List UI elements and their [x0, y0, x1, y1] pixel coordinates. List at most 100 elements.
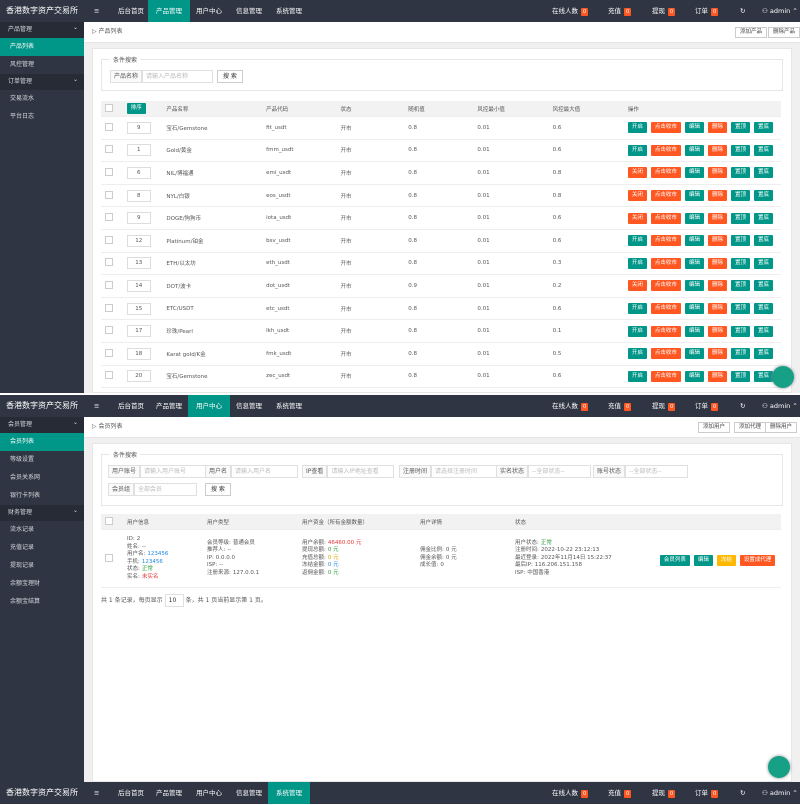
- checkbox[interactable]: [105, 167, 113, 176]
- menu-toggle[interactable]: ≡: [94, 789, 100, 797]
- action-button[interactable]: 置顶: [730, 212, 750, 224]
- action-button[interactable]: 编辑: [684, 144, 704, 156]
- nav-stat[interactable]: 订单 0: [695, 395, 719, 417]
- action-button[interactable]: 点击收市: [650, 122, 681, 134]
- search-input[interactable]: 全部会员: [134, 483, 198, 496]
- nav-item[interactable]: 系统管理: [276, 402, 302, 410]
- nav-stat[interactable]: 在线人数 0: [552, 0, 589, 22]
- sidebar-group[interactable]: 产品管理: [0, 20, 84, 38]
- user-menu[interactable]: ⚇ admin ⌃: [762, 0, 798, 22]
- sidebar-group[interactable]: 订单管理: [0, 72, 84, 90]
- action-button[interactable]: 点击收市: [650, 235, 681, 247]
- nav-item[interactable]: 后台首页: [118, 789, 144, 797]
- checkbox[interactable]: [105, 371, 113, 380]
- nav-stat[interactable]: 提现 0: [652, 782, 676, 804]
- nav-stat[interactable]: 在线人数 0: [552, 782, 589, 804]
- action-button[interactable]: 编辑: [684, 280, 704, 292]
- refresh[interactable]: ↻: [740, 402, 746, 410]
- checkbox[interactable]: [105, 553, 113, 562]
- action-button[interactable]: 点击收市: [650, 348, 681, 360]
- checkbox[interactable]: [105, 213, 113, 222]
- toggle-button[interactable]: 开启: [627, 325, 647, 337]
- action-button[interactable]: 编辑: [684, 235, 704, 247]
- page-size[interactable]: 10: [164, 594, 184, 607]
- toggle-button[interactable]: 开启: [627, 144, 647, 156]
- action-button[interactable]: 编辑: [684, 122, 704, 134]
- refresh[interactable]: ↻: [740, 789, 746, 797]
- action-button[interactable]: 删除: [707, 325, 727, 337]
- toggle-button[interactable]: 开启: [627, 370, 647, 382]
- toggle-button[interactable]: 开启: [627, 235, 647, 247]
- action-button[interactable]: 删除: [707, 122, 727, 134]
- action-button[interactable]: 置顶: [730, 370, 750, 382]
- nav-stat[interactable]: 提现 0: [652, 395, 676, 417]
- nav-stat[interactable]: 在线人数 0: [552, 395, 589, 417]
- checkbox[interactable]: [105, 280, 113, 289]
- user-menu[interactable]: ⚇ admin ⌃: [762, 782, 798, 804]
- action-button[interactable]: 删除: [707, 144, 727, 156]
- sidebar-item[interactable]: 交易流水: [10, 95, 35, 102]
- user-menu[interactable]: ⚇ admin ⌃: [762, 395, 798, 417]
- toggle-button[interactable]: 开启: [627, 303, 647, 315]
- toggle-button[interactable]: 开启: [627, 257, 647, 269]
- action-button[interactable]: 删除: [707, 235, 727, 247]
- action-button[interactable]: 置顶: [730, 257, 750, 269]
- menu-toggle[interactable]: ≡: [94, 7, 100, 15]
- action-button[interactable]: 删除: [707, 212, 727, 224]
- toolbar-button[interactable]: 添加产品: [735, 27, 768, 38]
- nav-item[interactable]: 产品管理: [156, 789, 182, 797]
- nav-item[interactable]: 产品管理: [148, 0, 190, 22]
- search-input[interactable]: 请输入产品名称: [142, 70, 214, 83]
- nav-stat[interactable]: 充值 0: [608, 395, 632, 417]
- nav-stat[interactable]: 订单 0: [695, 0, 719, 22]
- float-button[interactable]: [768, 756, 790, 778]
- toolbar-button[interactable]: 删除产品: [768, 27, 800, 38]
- action-button[interactable]: 点击收市: [650, 370, 681, 382]
- search-input[interactable]: 请输入用户名: [231, 465, 299, 478]
- action-button[interactable]: 删除: [707, 370, 727, 382]
- action-button[interactable]: 置顶: [730, 144, 750, 156]
- nav-stat[interactable]: 充值 0: [608, 782, 632, 804]
- action-button[interactable]: 点击收市: [650, 325, 681, 337]
- checkbox[interactable]: [105, 348, 113, 357]
- action-button[interactable]: 置底: [753, 280, 773, 292]
- nav-stat[interactable]: 订单 0: [695, 782, 719, 804]
- search-button[interactable]: 搜 索: [205, 483, 231, 496]
- sidebar-group[interactable]: 会员管理: [0, 415, 84, 433]
- toolbar-button[interactable]: 添加代理: [734, 422, 767, 433]
- action-button[interactable]: 置底: [753, 257, 773, 269]
- action-button[interactable]: 点击收市: [650, 212, 681, 224]
- action-button[interactable]: 编辑: [684, 190, 704, 202]
- action-button[interactable]: 删除: [707, 167, 727, 179]
- sort-input[interactable]: 17: [126, 325, 151, 338]
- nav-item[interactable]: 后台首页: [118, 402, 144, 410]
- menu-toggle[interactable]: ≡: [94, 402, 100, 410]
- checkbox[interactable]: [105, 122, 113, 131]
- action-button[interactable]: 置顶: [730, 235, 750, 247]
- nav-stat[interactable]: 充值 0: [608, 0, 632, 22]
- nav-item[interactable]: 系统管理: [268, 782, 310, 804]
- action-button[interactable]: 置顶: [730, 167, 750, 179]
- checkbox[interactable]: [105, 303, 113, 312]
- toolbar-button[interactable]: 添加用户: [698, 422, 731, 433]
- sort-input[interactable]: 20: [126, 370, 151, 383]
- search-input[interactable]: 请输入IP地址查看: [327, 465, 395, 478]
- action-button[interactable]: 编辑: [684, 212, 704, 224]
- search-input[interactable]: 请选择注册时间: [431, 465, 499, 478]
- sort-input[interactable]: 9: [126, 212, 151, 225]
- float-button[interactable]: [772, 366, 794, 388]
- sidebar-item[interactable]: 产品列表: [0, 38, 84, 56]
- checkbox[interactable]: [105, 258, 113, 267]
- toggle-button[interactable]: 关闭: [627, 190, 647, 202]
- nav-stat[interactable]: 提现 0: [652, 0, 676, 22]
- action-button[interactable]: 置底: [753, 303, 773, 315]
- sort-input[interactable]: 1: [126, 144, 151, 157]
- action-button[interactable]: 置底: [753, 190, 773, 202]
- sidebar-item[interactable]: 余额宝理财: [10, 580, 41, 587]
- action-button[interactable]: 点击收市: [650, 303, 681, 315]
- checkbox[interactable]: [105, 190, 113, 199]
- nav-item[interactable]: 信息管理: [236, 789, 262, 797]
- sort-input[interactable]: 12: [126, 234, 151, 247]
- sidebar-item[interactable]: 充值记录: [10, 544, 35, 551]
- search-input[interactable]: --全部状态--: [528, 465, 592, 478]
